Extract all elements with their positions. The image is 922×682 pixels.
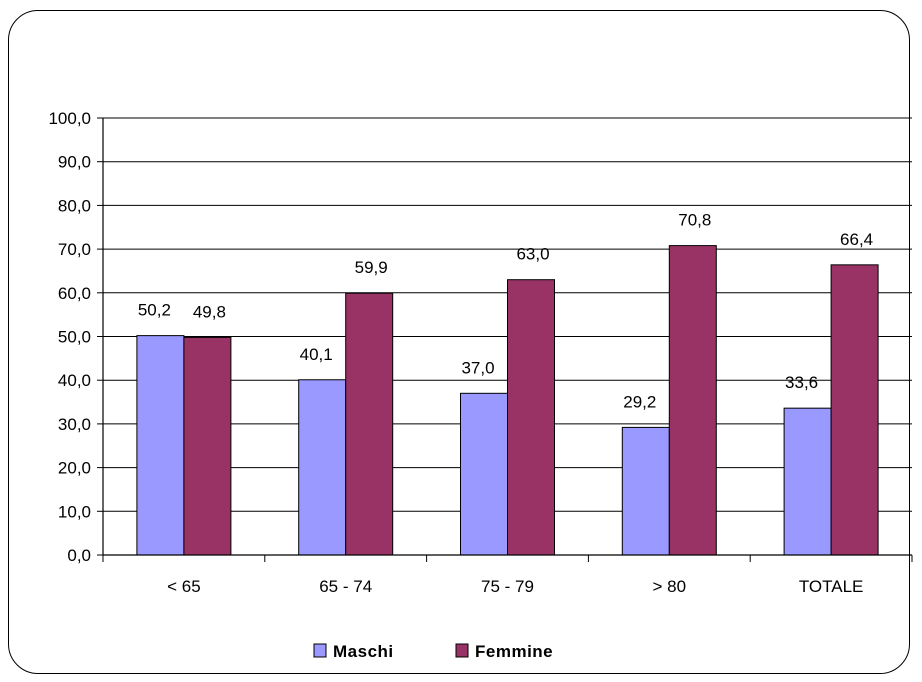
y-tick-label: 20,0 [58,459,91,478]
y-tick-label: 50,0 [58,328,91,347]
y-tick-label: 70,0 [58,240,91,259]
bar-maschi [298,379,347,556]
bars [136,245,879,556]
bar-maschi [460,392,508,556]
y-tick-label: 40,0 [58,371,91,390]
y-tick-label: 30,0 [58,415,91,434]
legend-label: Maschi [333,642,394,661]
bar-femmine [507,279,555,556]
data-label: 63,0 [516,245,549,264]
data-label: 70,8 [678,211,711,230]
y-tick-label: 90,0 [58,153,91,172]
x-tick-label: 65 - 74 [319,577,372,596]
y-tick-label: 60,0 [58,284,91,303]
bar-maschi [621,426,670,556]
x-tick-label: > 80 [653,577,687,596]
data-label: 50,2 [138,301,171,320]
data-label: 37,0 [461,358,494,377]
data-labels: 50,2 49,8 40,1 59,9 37,0 63,0 29,2 70,8 33,6 66,4 [138,211,873,412]
data-label: 66,4 [840,230,873,249]
y-tick-label: 100,0 [48,109,91,128]
gridlines [103,117,912,512]
bar-maschi [136,335,185,556]
data-label: 29,2 [623,392,656,411]
y-tick-label: 0,0 [67,546,91,565]
data-label: 40,1 [300,345,333,364]
bar-femmine [668,245,717,556]
bar-femmine [183,336,232,556]
y-tick-label: 80,0 [58,196,91,215]
data-label: 59,9 [355,258,388,277]
y-tick-label: 10,0 [58,502,91,521]
bar-maschi [783,407,832,556]
x-tick-label: 75 - 79 [481,577,534,596]
legend-swatch-femmine [455,643,469,658]
bar-femmine [830,264,879,556]
legend: Maschi Femmine [313,642,553,661]
legend-swatch-maschi [313,643,327,658]
data-label: 49,8 [193,302,226,321]
legend-label: Femmine [475,642,553,661]
bar-femmine [345,292,394,556]
x-tick-label: TOTALE [799,577,864,596]
data-label: 33,6 [785,373,818,392]
x-tick-label: < 65 [167,577,201,596]
axes: 0,0 10,0 20,0 30,0 40,0 50,0 60,0 70,0 80,0 90,0 1… [48,109,913,596]
